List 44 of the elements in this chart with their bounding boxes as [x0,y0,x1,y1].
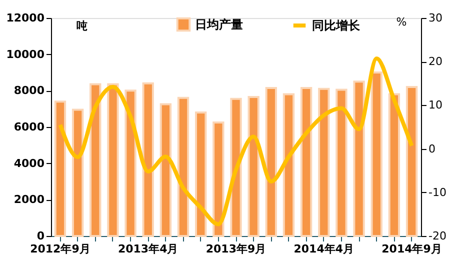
y2-tick-label: -20 [428,230,446,242]
y2-tick-label: 10 [428,98,442,112]
y2-axis-title: % [396,16,407,28]
bar [265,86,277,237]
bar [177,96,190,237]
bar [282,93,295,237]
y-tick-label: 6000 [14,120,45,134]
legend-label: 同比增长 [312,18,361,32]
y-tick-label: 2000 [14,193,45,206]
y-tick-label: 4000 [14,156,45,170]
bar [336,88,348,237]
y-tick-label: 0 [36,230,45,242]
bar [142,82,154,237]
bar [124,90,136,237]
y-tick-label: 10000 [6,48,45,61]
bar [370,72,382,237]
bar [160,103,172,237]
bar [54,100,66,237]
bar [248,96,260,237]
bar [90,83,102,237]
bar [107,83,119,237]
bar [72,108,84,237]
bar [195,111,207,237]
bar [212,121,224,237]
bar [300,86,312,237]
x-tick-label: 2013年4月 [118,242,178,256]
y2-tick-label: -10 [428,186,446,199]
y-axis-title: 吨 [76,20,88,32]
line-series [58,56,414,226]
bar [406,86,418,237]
x-tick-label: 2014年4月 [294,242,354,256]
x-tick-label: 2012年9月 [30,242,90,256]
legend-label: 日均产量 [195,18,243,32]
x-tick-label: 2014年9月 [382,242,442,256]
y-tick-label: 8000 [14,84,45,98]
y-tick-label: 12000 [6,12,45,24]
bar [353,80,365,237]
y2-tick-label: 20 [428,55,442,68]
y2-tick-label: 30 [428,12,442,24]
y2-tick-label: 0 [428,142,436,156]
bar [230,98,242,237]
bar [318,88,330,237]
bar [388,93,400,237]
x-tick-label: 2013年9月 [206,242,266,256]
